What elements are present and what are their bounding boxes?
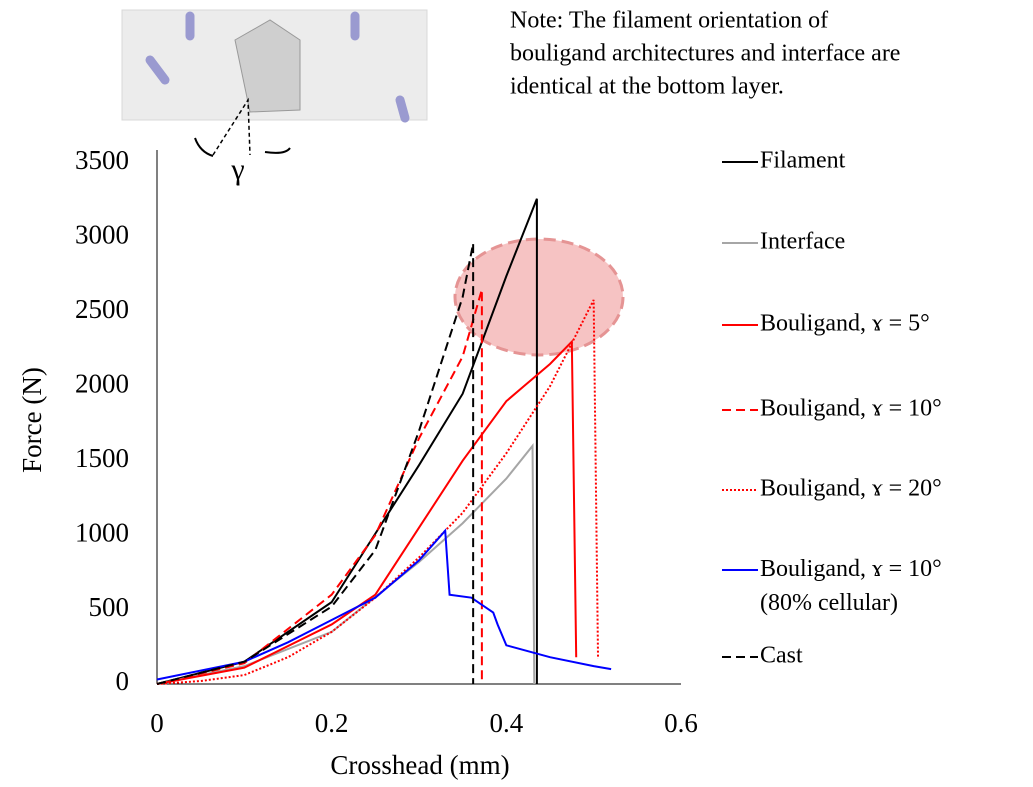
data-line (157, 446, 534, 684)
y-tick-label: 3000 (75, 220, 129, 250)
legend-label: Bouligand, ɤ = 20° (760, 476, 942, 502)
note-line: bouligand architectures and interface ar… (510, 41, 900, 67)
x-tick-label: 0 (150, 708, 164, 738)
legend-label: Interface (760, 229, 845, 255)
specimen-illustration (122, 10, 427, 156)
y-tick-label: 0 (116, 666, 130, 696)
y-tick-label: 1500 (75, 443, 129, 473)
legend-label: Cast (760, 643, 803, 669)
legend-label: Bouligand, ɤ = 10° (760, 396, 942, 422)
legend-label: Filament (760, 148, 846, 174)
data-line (157, 531, 611, 680)
y-tick-label: 500 (89, 592, 130, 622)
data-line (157, 290, 482, 684)
chart: γ Force (N) Crosshead (mm) 0 500 1000 1500 2… (0, 0, 1033, 787)
y-tick-label: 1000 (75, 517, 129, 547)
x-tick-label: 0.6 (664, 708, 698, 738)
note-line: identical at the bottom layer. (510, 74, 784, 100)
x-tick-label: 0.2 (315, 708, 349, 738)
figure-label: γ (230, 153, 244, 186)
legend-label: Bouligand, ɤ = 10°(80% cellular) (760, 556, 942, 616)
data-line (157, 243, 473, 684)
data-line (157, 342, 576, 684)
note-line: Note: The filament orientation of (510, 8, 828, 34)
y-axis-label: Force (N) (17, 367, 47, 473)
x-tick-label: 0.4 (489, 708, 523, 738)
x-axis-label: Crosshead (mm) (330, 750, 509, 780)
y-tick-label: 2000 (75, 368, 129, 398)
y-tick-label: 2500 (75, 294, 129, 324)
y-tick-label: 3500 (75, 145, 129, 175)
legend-label: Bouligand, ɤ = 5° (760, 311, 930, 337)
